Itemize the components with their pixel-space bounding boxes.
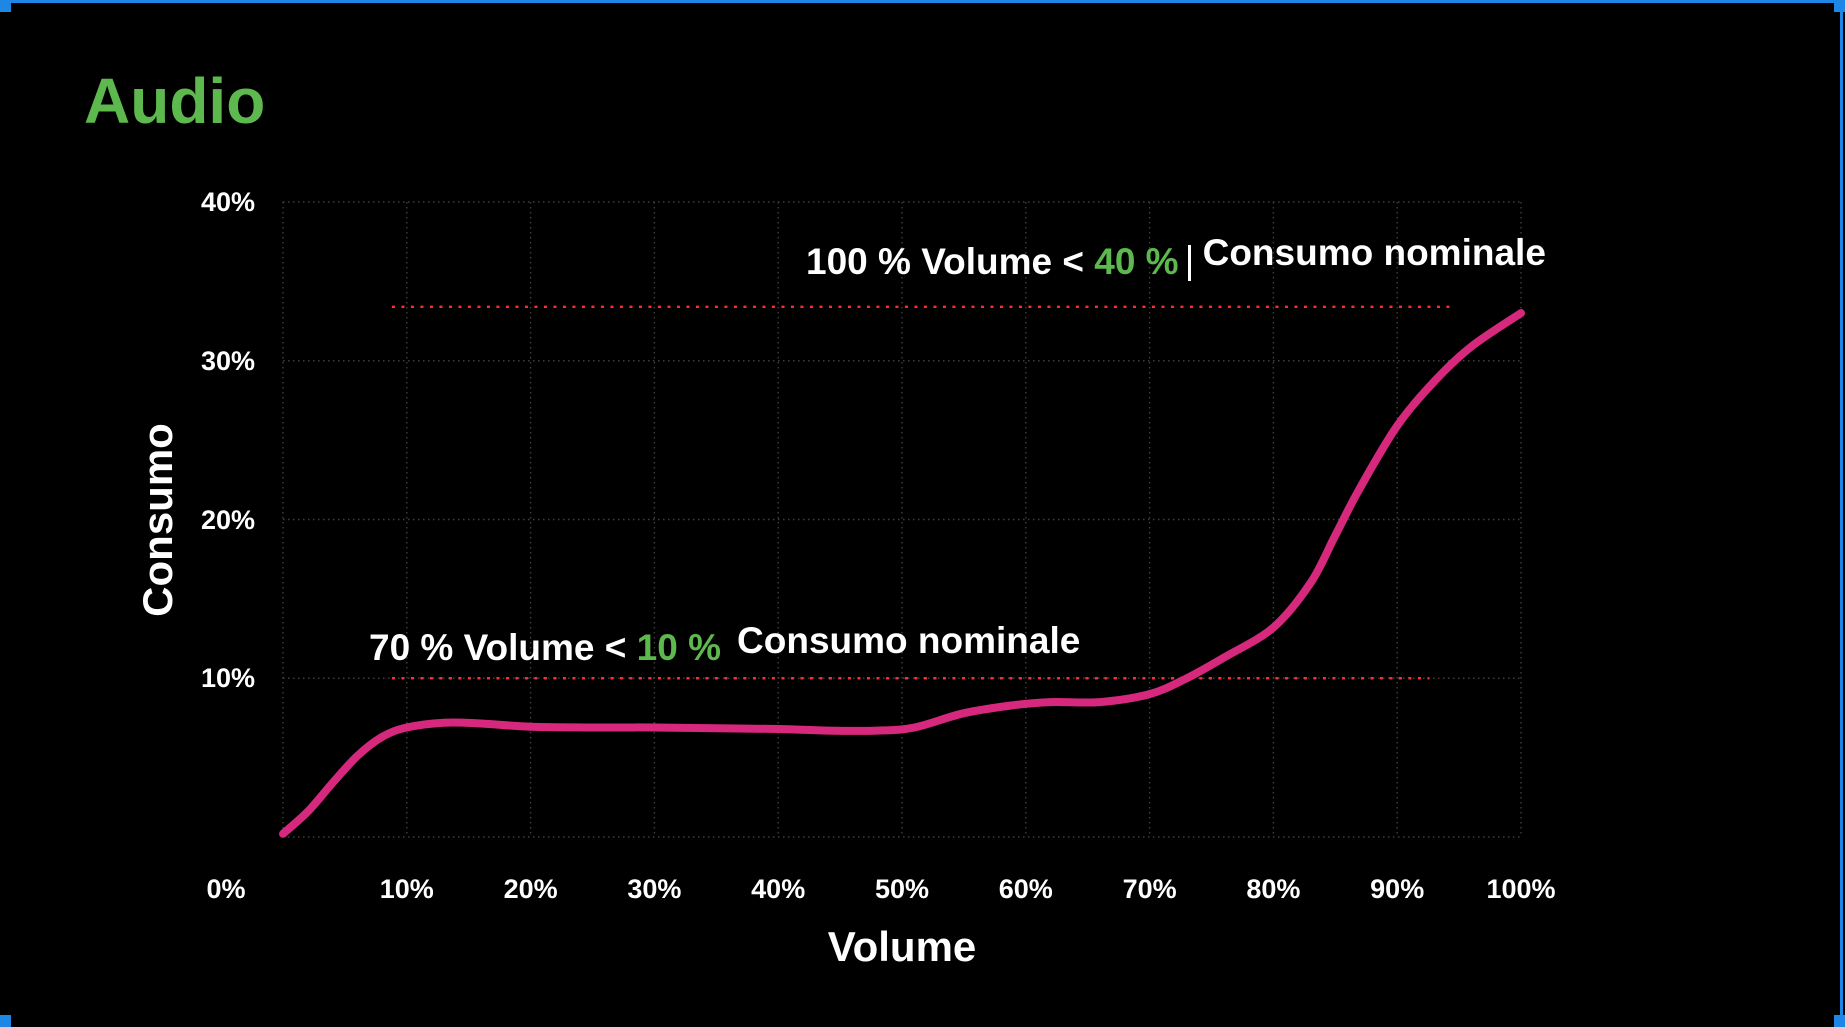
annotation-highlight: 10 % — [636, 627, 722, 668]
selection-handle-bottom-left[interactable] — [0, 1015, 11, 1027]
y-axis-title: Consumo — [134, 423, 181, 617]
selection-handle-top-right[interactable] — [1834, 0, 1845, 12]
slide-title[interactable]: Audio — [84, 65, 266, 137]
annotation-suffix: Consumo nominale — [1202, 232, 1546, 273]
annotation-prefix: 70 % Volume < — [369, 627, 637, 668]
selection-handle-bottom-right[interactable] — [1834, 1015, 1845, 1027]
slide-selection-outline-top — [0, 0, 1845, 3]
x-axis-title: Volume — [827, 923, 977, 970]
consumo-line-series — [279, 309, 1525, 838]
annotation-70-volume[interactable]: 70 % Volume < 10 % Consumo nominale — [369, 620, 1080, 670]
annotation-highlight: 40 % — [1094, 241, 1179, 282]
selection-handle-top-left[interactable] — [0, 0, 11, 12]
annotation-suffix: Consumo nominale — [737, 620, 1081, 661]
slide-selection-outline-right — [1840, 0, 1843, 1027]
annotation-100-volume[interactable]: 100 % Volume < 40 % Consumo nominale — [806, 232, 1546, 284]
annotation-prefix: 100 % Volume < — [806, 241, 1095, 282]
text-cursor — [1187, 245, 1191, 281]
